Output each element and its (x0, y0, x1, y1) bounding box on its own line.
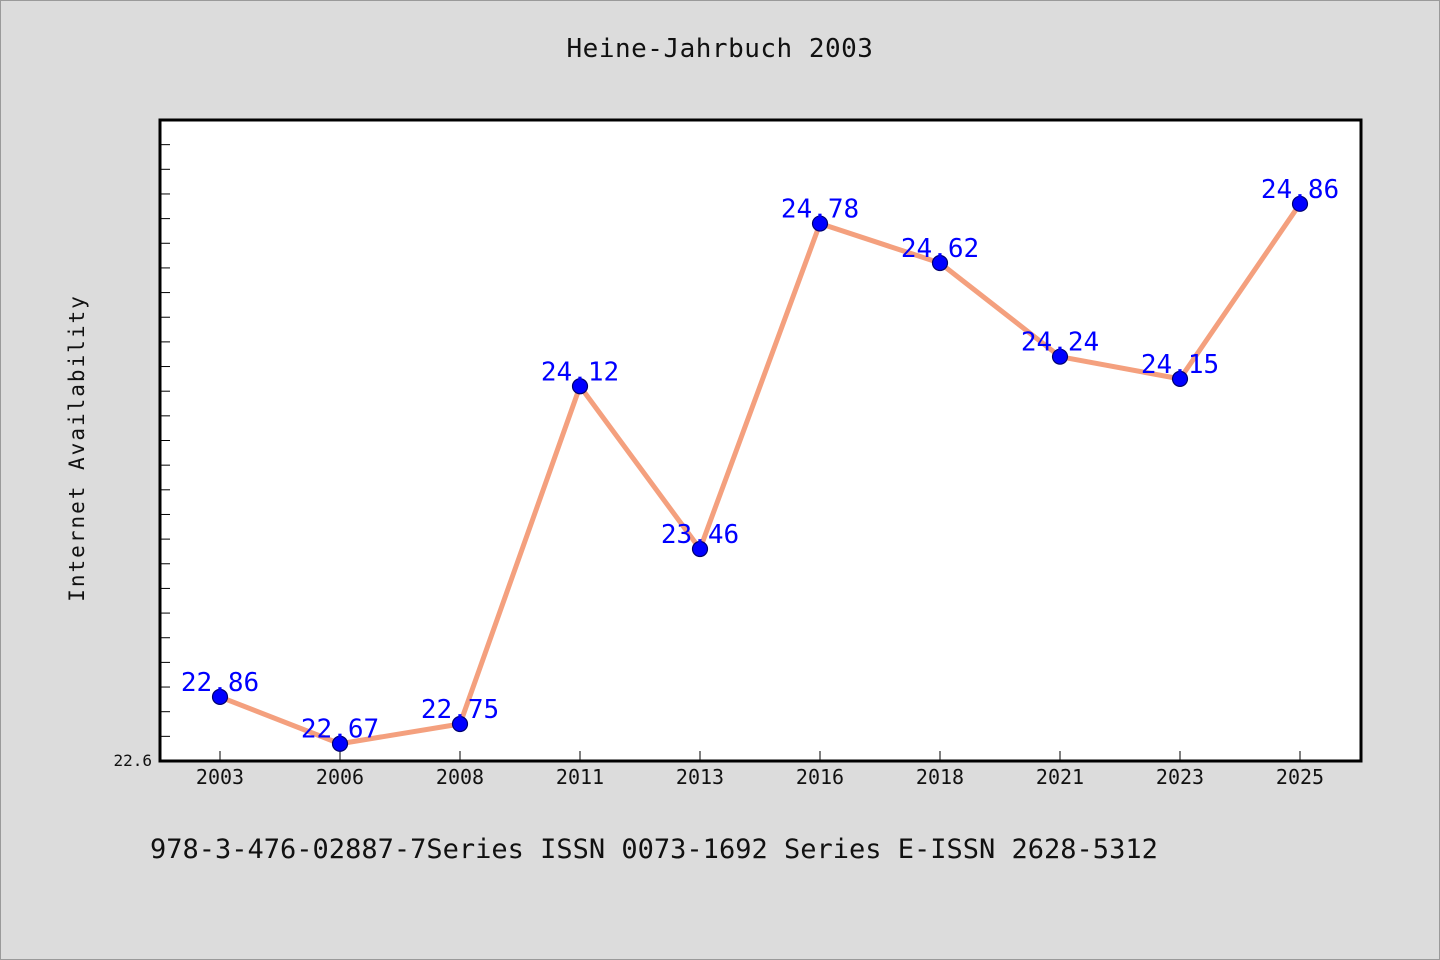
x-tick-label: 2016 (796, 765, 844, 789)
data-point (811, 215, 829, 232)
x-axis-ticks: 2003 2006 2008 2011 2013 2016 2018 2021 2023 2025 (196, 751, 1324, 789)
data-labels: 22.86 22.67 22.75 24.12 23.46 24.78 24.62 24.24… (181, 175, 1339, 745)
x-tick-label: 2023 (1156, 765, 1204, 789)
data-point (691, 540, 709, 558)
footer-text: 978-3-476-02887-7Series ISSN 0073-1692 S… (150, 834, 1158, 865)
data-label: 24.62 (901, 234, 979, 264)
x-tick-label: 2006 (316, 765, 364, 789)
x-tick-label: 2011 (556, 765, 604, 789)
data-point (211, 688, 229, 706)
x-tick-label: 2013 (676, 765, 724, 789)
series-layer (211, 195, 1309, 752)
data-label: 24.15 (1141, 350, 1219, 380)
data-label: 24.12 (541, 357, 619, 387)
y-axis-label: Internet Availability (65, 294, 89, 602)
data-label: 24.24 (1021, 328, 1099, 358)
y-tick-label: 22.6 (113, 751, 152, 770)
data-point (1171, 370, 1189, 387)
data-point (931, 254, 949, 272)
data-label: 24.78 (781, 195, 859, 225)
x-tick-label: 2008 (436, 765, 484, 789)
y-axis-ticks: 22.6 (113, 144, 170, 770)
data-label: 22.75 (421, 695, 499, 725)
data-label: 22.86 (181, 668, 259, 698)
plot-area (158, 118, 1363, 763)
data-point (451, 715, 469, 733)
data-label: 23.46 (661, 520, 739, 550)
x-tick-label: 2025 (1276, 765, 1324, 789)
data-point (1051, 348, 1069, 365)
chart-title: Heine-Jahrbuch 2003 (566, 34, 874, 64)
data-point (331, 735, 349, 752)
series-line (217, 201, 1303, 747)
data-label: 24.86 (1261, 175, 1339, 205)
x-tick-label: 2003 (196, 765, 244, 789)
data-point (1291, 195, 1309, 212)
data-point (571, 378, 589, 395)
data-label: 22.67 (301, 715, 379, 745)
x-tick-label: 2018 (916, 765, 964, 789)
x-tick-label: 2021 (1036, 765, 1084, 789)
